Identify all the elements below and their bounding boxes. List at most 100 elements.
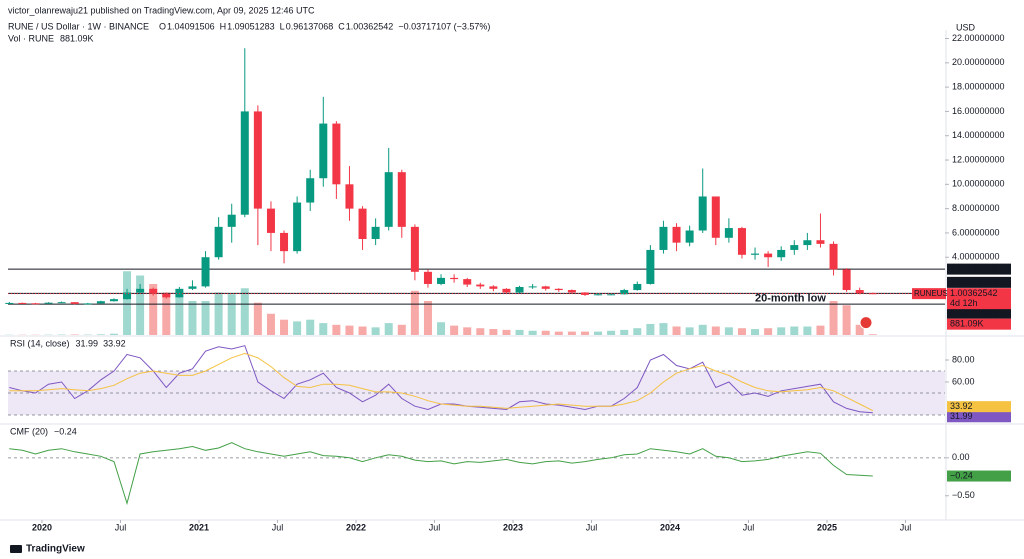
y-tick-label: 12.00000000: [952, 154, 1005, 164]
volume-bar: [423, 301, 432, 335]
volume-bar: [136, 275, 145, 335]
symbol-tag-box: [912, 288, 946, 300]
volume-bar: [764, 328, 773, 335]
y-tick-label: 80.00: [952, 354, 975, 364]
candle-body: [18, 302, 27, 304]
candle-body: [711, 196, 720, 238]
candle-body: [319, 123, 328, 179]
flag-icon: [859, 316, 873, 330]
volume-bar: [580, 331, 589, 335]
candle-body: [384, 172, 393, 227]
candle-body: [83, 303, 92, 305]
volume-bar: [240, 288, 249, 335]
symbol: RUNE / US Dollar · 1W · BINANCE: [8, 21, 149, 31]
candle-body: [515, 287, 524, 293]
last-price: 1.00362542: [950, 288, 998, 298]
y-tick-label: −0.50: [952, 490, 975, 500]
ohlc-key: H: [220, 21, 227, 31]
candle-body: [685, 230, 694, 243]
volume-bar: [358, 326, 367, 335]
volume-bar: [70, 334, 79, 335]
candle-body: [554, 288, 563, 291]
candle-body: [240, 111, 249, 215]
volume-bar: [293, 321, 302, 335]
currency: USD: [956, 22, 976, 32]
volume-bar: [594, 331, 603, 335]
volume-label: 881.09K: [950, 319, 984, 329]
candle-body: [423, 271, 432, 284]
last-value-box: [947, 401, 1011, 413]
volume-bar: [842, 305, 851, 335]
candle-body: [437, 277, 446, 284]
ohlc-value: 0.96137068: [286, 21, 334, 31]
volume-bar: [633, 328, 642, 335]
candle-body: [201, 257, 210, 287]
x-tick-label: Jul: [743, 522, 755, 532]
volume-bar: [280, 319, 289, 335]
candle-body: [842, 269, 851, 291]
candle-body: [803, 240, 812, 246]
candle-body: [332, 123, 341, 185]
volume-bar: [528, 330, 537, 335]
indicator-line: [9, 352, 874, 412]
last-price-box: [947, 288, 1011, 310]
candle-body: [541, 286, 550, 289]
candle-body: [175, 288, 184, 298]
candle-body: [816, 240, 825, 244]
candle-body: [227, 214, 236, 227]
volume-bar: [554, 331, 563, 335]
volume-bar: [149, 284, 158, 335]
x-tick-label: 2020: [32, 522, 52, 532]
volume-bar: [685, 327, 694, 335]
candle-body: [280, 232, 289, 252]
y-tick-label: 20.00000000: [952, 57, 1005, 67]
candle-body: [149, 288, 158, 294]
volume-bar: [384, 323, 393, 335]
candle-body: [620, 290, 629, 295]
volume-bar: [397, 324, 406, 335]
candle-body: [214, 226, 223, 258]
volume-bar: [306, 319, 315, 335]
pane-title: RSI (14, close): [10, 338, 70, 348]
candle-body: [594, 294, 603, 296]
candle-body: [489, 286, 498, 289]
candle-body: [253, 111, 262, 209]
y-tick-label: 60.00: [952, 376, 975, 386]
ohlc-key: C: [338, 21, 345, 31]
volume-bar: [855, 324, 864, 335]
volume-bar: [541, 330, 550, 335]
level-label-box: [947, 276, 1011, 288]
candle-body: [528, 286, 537, 288]
volume-bar: [266, 313, 275, 335]
candle-body: [31, 303, 40, 305]
candle-body: [502, 288, 511, 293]
level-label-box: [947, 263, 1011, 275]
candle-body: [607, 294, 616, 296]
volume-bar: [188, 301, 197, 335]
x-tick-label: Jul: [900, 522, 912, 532]
volume-bar: [123, 271, 132, 335]
candle-body: [293, 202, 302, 252]
ohlc-value: 1.00362542: [346, 21, 394, 31]
last-value: 33.92: [950, 401, 973, 411]
x-tick-label: Jul: [429, 522, 441, 532]
volume-bar: [371, 327, 380, 335]
candle-body: [724, 228, 733, 238]
last-value-box: [947, 470, 1011, 482]
last-value-box: [947, 411, 1011, 423]
candle-body: [567, 290, 576, 293]
candle-body: [829, 243, 838, 270]
y-tick-label: 4.00000000: [952, 252, 1000, 262]
level-label: 3.02177991: [950, 263, 998, 273]
x-tick-label: Jul: [272, 522, 284, 532]
candle-body: [371, 226, 380, 240]
ohlc-key: O: [159, 21, 166, 31]
volume-bar: [476, 328, 485, 335]
candle-body: [672, 226, 681, 243]
volume-bar: [515, 329, 524, 335]
candle-body: [136, 288, 145, 293]
countdown: 4d 12h: [950, 298, 978, 308]
volume-bar: [201, 301, 210, 335]
